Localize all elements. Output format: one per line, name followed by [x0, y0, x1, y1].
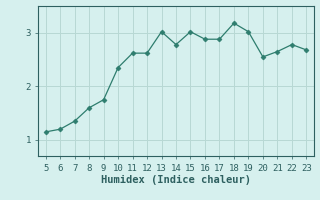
- X-axis label: Humidex (Indice chaleur): Humidex (Indice chaleur): [101, 175, 251, 185]
